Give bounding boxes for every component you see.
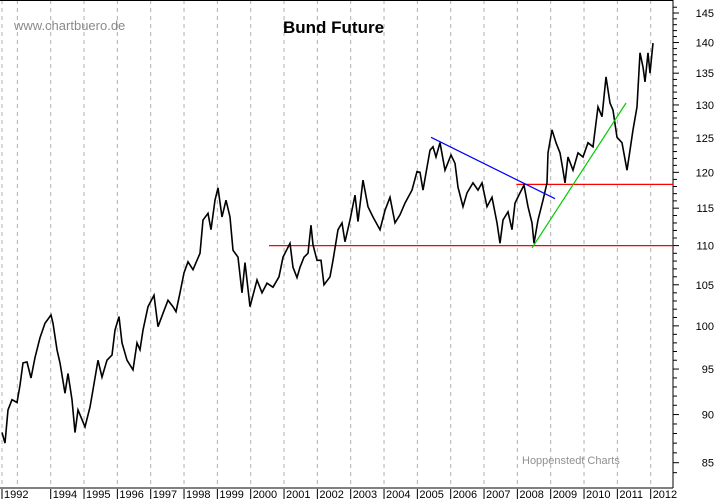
uptrend-line	[531, 102, 627, 249]
x-tick-label: 2002	[319, 489, 343, 499]
y-tick-label: 145	[696, 8, 714, 20]
x-tick-label: 2007	[486, 489, 510, 499]
x-tick-label: 2008	[519, 489, 543, 499]
y-tick-label: 100	[696, 321, 714, 333]
chart-title: Bund Future	[283, 18, 385, 37]
x-tick-label: 1996	[119, 489, 143, 499]
y-tick-label: 85	[702, 458, 714, 470]
y-tick-label: 130	[696, 100, 714, 112]
x-tick-label: 2010	[586, 489, 610, 499]
y-tick-label: 105	[696, 280, 714, 292]
y-tick-label: 110	[696, 241, 714, 253]
y-tick-label: 90	[702, 410, 714, 422]
y-tick-label: 125	[696, 133, 714, 145]
y-tick-label: 120	[696, 167, 714, 179]
x-tick-label: 1998	[186, 489, 210, 499]
x-tick-label: 2003	[353, 489, 377, 499]
x-tick-label: 2006	[453, 489, 477, 499]
y-tick-label: 115	[696, 203, 714, 215]
y-tick-label: 95	[702, 364, 714, 376]
downtrend-line	[430, 136, 556, 200]
x-tick-label: 2001	[286, 489, 310, 499]
y-tick-label: 140	[696, 38, 714, 50]
x-tick-label: 2005	[419, 489, 443, 499]
x-tick-label: 1999	[219, 489, 243, 499]
x-tick-label: 1994	[53, 489, 77, 499]
x-tick-label: 2009	[553, 489, 577, 499]
x-tick-label: 2000	[253, 489, 277, 499]
x-tick-label: 2011	[619, 489, 643, 499]
price-line	[1, 43, 654, 444]
y-tick-label: 135	[696, 68, 714, 80]
x-tick-label: 1995	[86, 489, 110, 499]
x-tick-label: 2012	[653, 489, 677, 499]
watermark: Hoppenstedt Charts	[522, 455, 620, 467]
x-tick-label: 1992	[4, 489, 28, 499]
x-tick-label: 1997	[153, 489, 177, 499]
source-url: www.chartbuero.de	[14, 18, 126, 33]
x-tick-label: 2004	[386, 489, 410, 499]
